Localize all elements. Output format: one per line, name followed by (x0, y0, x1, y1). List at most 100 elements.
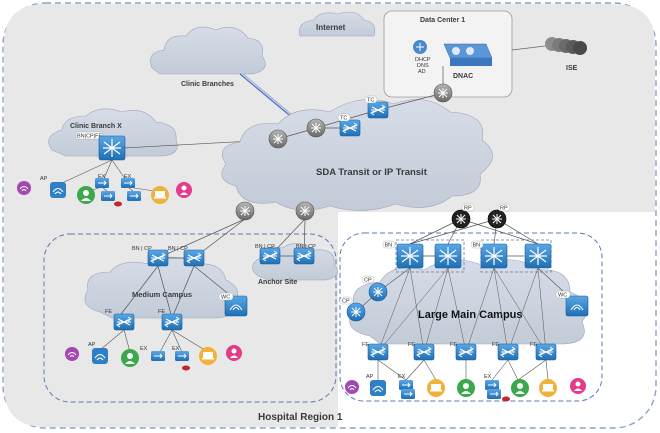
branch-x-ex-tag-2: EX (124, 174, 132, 180)
large-doctor-2-icon (511, 379, 529, 397)
medium-campus-border (43, 233, 337, 403)
region-label: Hospital Region 1 (258, 412, 343, 423)
large-ap-tag: AP (366, 374, 374, 380)
branch-x-wireless-endpoint-icon (16, 180, 32, 196)
large-edge-2 (413, 343, 435, 361)
rp-tag-2: RP (500, 206, 508, 212)
large-badge-icon (502, 396, 510, 402)
transit-label: SDA Transit or IP Transit (316, 167, 428, 178)
large-cp-tag-1: CP (364, 278, 372, 284)
dc-service-dns: DNS (417, 63, 429, 69)
large-border-node-1 (396, 243, 424, 269)
medium-ex-switch-1 (150, 350, 166, 362)
anchor-border-node-2 (293, 247, 315, 265)
medium-access-point-icon (91, 347, 109, 365)
tc-tag-1: TC (340, 116, 347, 122)
transit-router-2 (306, 118, 326, 138)
transit-edge-router-1 (235, 201, 255, 221)
large-laptop-icon (427, 379, 445, 397)
medium-wc-tag: WC (221, 295, 230, 301)
large-border-node-4 (524, 243, 552, 269)
dc-service-dhcp: DHCP (415, 57, 431, 63)
medium-fe-tag-2: FE (158, 309, 165, 315)
large-bn-tag-2: BN (473, 243, 481, 249)
large-fe-tag-4: FE (492, 342, 499, 348)
large-ex-switch-1 (398, 379, 414, 391)
large-patient-icon (570, 378, 586, 394)
medium-ex-switch-2 (174, 350, 190, 362)
rp-tag-1: RP (464, 206, 472, 212)
medium-campus-label: Medium Campus (132, 290, 192, 299)
branch-x-tag: BN|CP|FE (77, 134, 102, 140)
rp-router-2 (487, 209, 507, 229)
transit-router-1 (268, 129, 288, 149)
large-edge-3 (455, 343, 477, 361)
medium-campus-edge-2 (161, 313, 183, 331)
large-ex-switch-2 (484, 379, 500, 391)
large-fe-tag-1: FE (362, 342, 369, 348)
sda-transit-cloud: SDA Transit or IP Transit (221, 99, 493, 211)
internet-cloud: Internet (299, 11, 376, 37)
large-access-point-icon (369, 379, 387, 397)
branch-x-fabric-node (98, 135, 126, 161)
transit-edge-router-2 (295, 201, 315, 221)
branch-x-ap-tag: AP (40, 176, 48, 182)
anchor-site-label: Anchor Site (258, 279, 297, 286)
transit-control-node-1 (339, 119, 361, 137)
internet-label: Internet (316, 23, 346, 32)
medium-wireless-endpoint-icon (64, 346, 80, 362)
data-center: Data Center 1 DHCP DNS AD DNAC (383, 10, 513, 98)
medium-patient-icon (226, 345, 242, 361)
large-bn-tag-1: BN (385, 243, 393, 249)
transit-control-node-2 (367, 101, 389, 119)
data-center-title: Data Center 1 (420, 17, 465, 24)
medium-bncp-tag-1: BN | CP (132, 246, 152, 252)
anchor-bncp-tag-2: BN | CP (296, 244, 316, 250)
branch-x-doctor-icon (77, 186, 95, 204)
large-border-node-2 (434, 243, 462, 269)
large-campus-label: Large Main Campus (418, 309, 523, 321)
large-ex-tag-1: EX (398, 374, 406, 380)
transit-router-dc (433, 83, 453, 103)
medium-laptop-icon (199, 347, 217, 365)
rp-router-1 (451, 209, 471, 229)
branch-x-laptop-icon (151, 186, 169, 204)
large-fe-tag-3: FE (450, 342, 457, 348)
medium-campus-edge-1 (113, 313, 135, 331)
branch-x-badge-icon (114, 201, 122, 207)
large-fe-tag-5: FE (530, 342, 537, 348)
medium-ex-tag-2: EX (172, 346, 180, 352)
large-campus-border (339, 232, 603, 402)
large-laptop-2-icon (539, 379, 557, 397)
branch-x-device-icon (100, 190, 116, 202)
large-ex-device-icon (400, 388, 416, 400)
dnac-label: DNAC (453, 73, 473, 80)
ise-server-icon (511, 37, 587, 55)
branch-x-access-point-icon (49, 181, 67, 199)
large-wireless-endpoint-icon (344, 379, 360, 395)
medium-campus-border-node-1 (147, 249, 169, 267)
large-edge-1 (367, 343, 389, 361)
large-edge-5 (535, 343, 557, 361)
large-ex-tag-2: EX (484, 374, 492, 380)
branch-x-device-2-icon (126, 190, 142, 202)
clinic-branches-label: Clinic Branches (181, 81, 234, 88)
ise-label: ISE (566, 65, 578, 72)
control-plane-router-1 (368, 282, 388, 302)
medium-campus-border-node-2 (183, 249, 205, 267)
branch-x-patient-icon (176, 182, 192, 198)
large-cp-tag-2: CP (342, 299, 350, 305)
clinic-branch-x-label: Clinic Branch X (70, 123, 122, 130)
medium-ex-tag-1: EX (140, 346, 148, 352)
clinic-branch-x-cloud: Clinic Branch X (48, 108, 178, 157)
clinic-branches-cloud: Clinic Branches (150, 26, 266, 88)
medium-fe-tag-1: FE (105, 309, 112, 315)
control-plane-router-2 (346, 302, 366, 322)
anchor-bncp-tag-1: BN | CP (255, 244, 275, 250)
dc-service-ad: AD (418, 69, 426, 75)
large-campus-wlc (565, 295, 589, 317)
dnac-appliance-icon (443, 43, 493, 66)
large-border-node-3 (480, 243, 508, 269)
